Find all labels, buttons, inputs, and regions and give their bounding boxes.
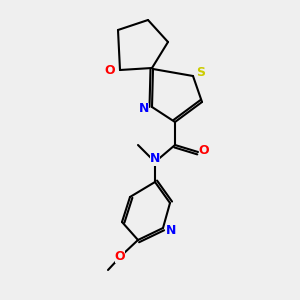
Text: S: S (196, 67, 206, 80)
Text: N: N (139, 103, 149, 116)
Text: O: O (105, 64, 115, 76)
Text: O: O (199, 143, 209, 157)
Text: N: N (166, 224, 176, 236)
Text: O: O (115, 250, 125, 262)
Text: N: N (150, 152, 160, 166)
